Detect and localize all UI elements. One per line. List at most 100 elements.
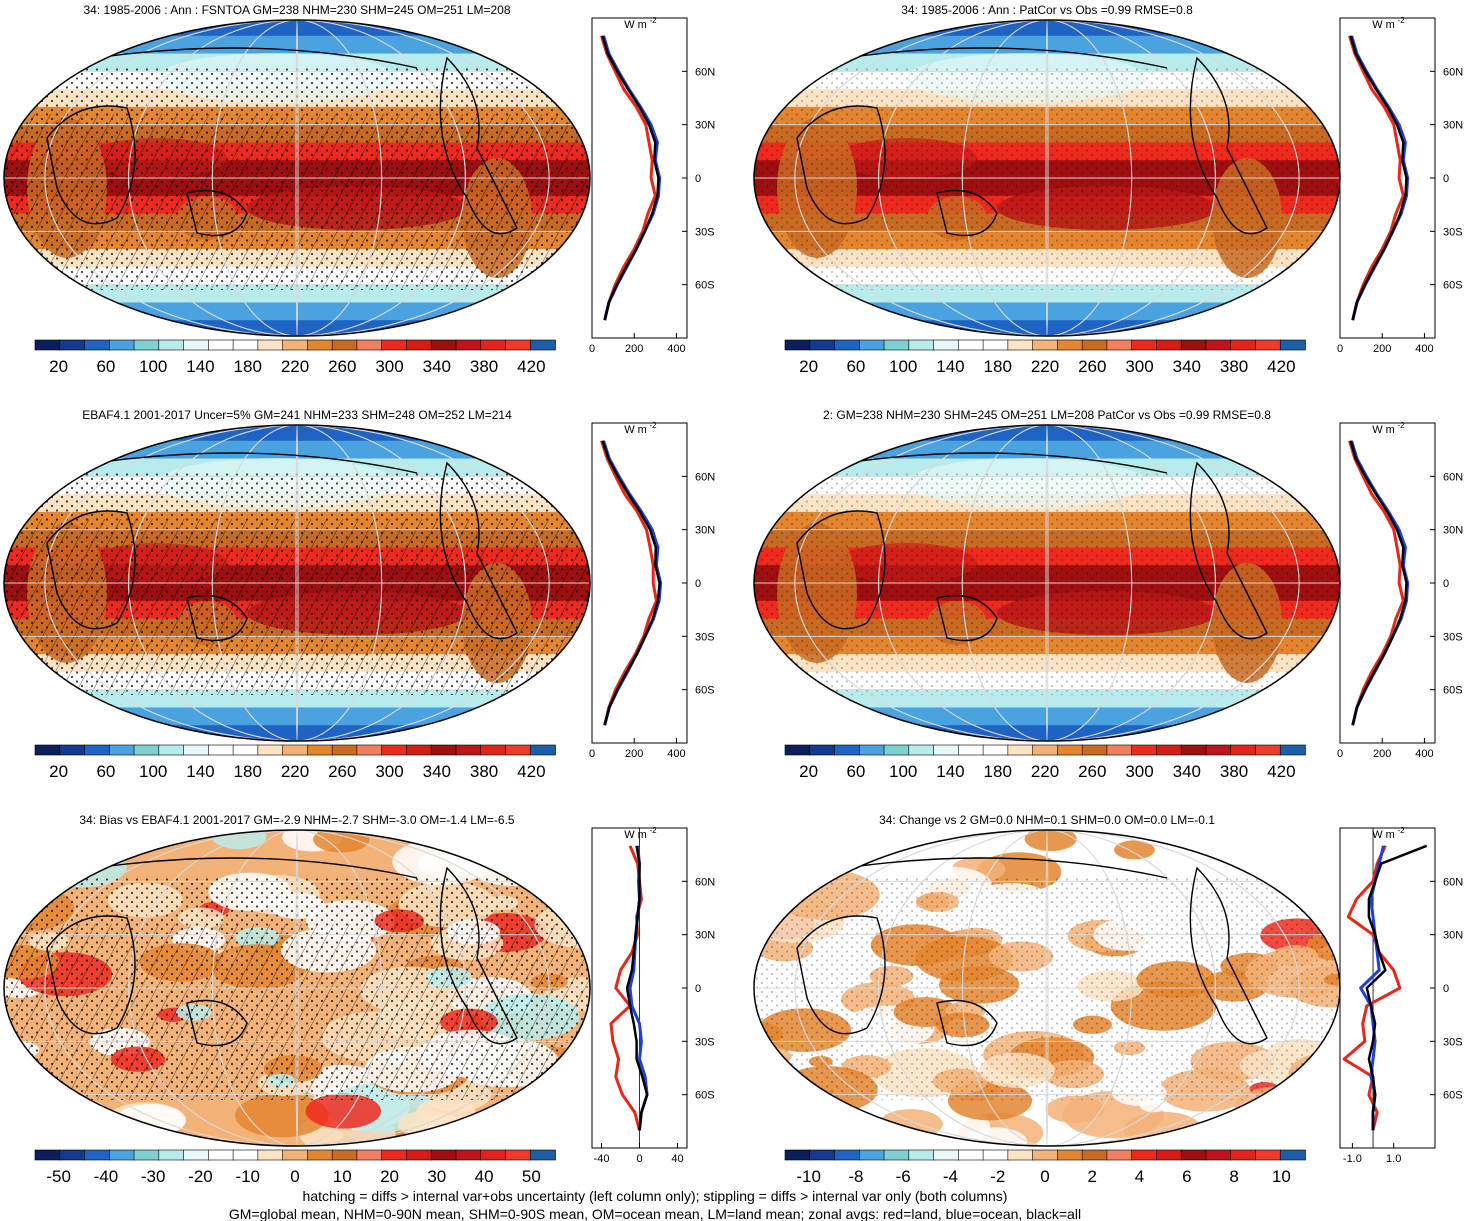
colorbar-swatch [356,744,383,756]
colorbar-tick-label: 20 [49,762,68,781]
map-feature [1228,834,1312,873]
colorbar-swatch [208,744,234,756]
colorbar-swatch [257,744,284,756]
map-field [754,20,1340,336]
colorbar-tick-label: 100 [889,357,917,376]
map-border [3,19,591,337]
map-field [4,20,590,336]
zonal-ytick-label: 30S [695,631,715,643]
colorbar-swatch [430,744,457,756]
colorbar-swatch [1131,1149,1158,1161]
colorbar-swatch [34,1149,61,1161]
colorbar-swatch [381,339,408,351]
zonal-ytick-label: 30S [695,1036,715,1048]
zonal-xtick-label: 0 [589,343,595,355]
colorbar-swatch [505,1149,532,1161]
map-band [4,707,590,718]
colorbar-swatch [1279,744,1306,756]
zonal-ytick-label: 30S [695,226,715,238]
map-band [754,35,1340,46]
colorbar-swatch [1131,339,1158,351]
colorbar-tick-label: 20 [380,1167,399,1186]
colorbar-tick-label: 220 [281,762,309,781]
panel-3: EBAF4.1 2001-2017 Uncer=5% GM=241 NHM=23… [3,408,715,781]
colorbar-swatch [59,1149,86,1161]
coastline [786,47,1268,237]
zonal-ytick-label: 60N [1443,471,1463,483]
colorbar-swatch [858,744,885,756]
colorbar-swatch [809,339,836,351]
colorbar-swatch [455,339,482,351]
colorbar-swatch [1106,339,1133,351]
colorbar-tick-label: -10 [796,1167,821,1186]
map-border [3,829,591,1147]
colorbar-tick-label: 380 [1220,357,1248,376]
colorbar-tick-label: 140 [936,357,964,376]
colorbar-tick-label: 220 [1031,357,1059,376]
map-feature [9,862,75,894]
panel-title: 2: GM=238 NHM=230 SHM=245 OM=251 LM=208 … [823,408,1271,422]
colorbar-swatch [1007,339,1034,351]
colorbar-swatch [982,339,1009,351]
zonal-xtick-label: 400 [1415,748,1433,760]
colorbar-swatch [381,1149,408,1161]
zonal-frame [591,422,688,744]
colorbar-tick-label: 420 [1267,357,1295,376]
coastline [36,857,518,1047]
map-band [4,698,590,709]
colorbar-swatch [1081,1149,1108,1161]
map-band [754,725,1340,736]
colorbar-swatch [1106,1149,1133,1161]
map-field [754,830,1340,1146]
zonal-ytick-label: 30N [1443,930,1463,942]
colorbar-swatch [34,339,61,351]
graticule-meridian [44,425,550,741]
colorbar-swatch [480,744,507,756]
colorbar-tick-label: -30 [141,1167,166,1186]
colorbar-swatch [208,339,234,351]
colorbar-swatch [183,744,210,756]
colorbar-swatch [331,744,358,756]
zonal-series-land [1348,440,1405,726]
colorbar-swatch [381,744,408,756]
coastline [36,452,518,642]
colorbar-tick-label: 260 [328,762,356,781]
colorbar-swatch [1180,339,1207,351]
map-feature [1045,1095,1105,1124]
colorbar-swatch [958,1149,984,1161]
map-band [754,716,1340,727]
map-feature [511,861,556,883]
colorbar-tick-label: 180 [234,357,262,376]
colorbar-swatch [406,1149,432,1161]
colorbar-swatch [158,339,185,351]
colorbar-swatch [958,339,984,351]
zonal-ytick-label: 30N [695,930,715,942]
colorbar-tick-label: 420 [517,762,545,781]
colorbar-swatch [455,744,482,756]
colorbar-swatch [883,744,910,756]
map-field [4,425,590,741]
colorbar-swatch [232,1149,259,1161]
colorbar-swatch [183,1149,210,1161]
zonal-xtick-label: 400 [1415,343,1433,355]
colorbar-swatch [1180,1149,1207,1161]
colorbar-swatch [505,744,532,756]
zonal-units: W m [624,424,647,436]
colorbar-swatch [108,339,135,351]
graticule-meridian [961,425,1133,741]
zonal-ytick-label: 30S [1443,1036,1463,1048]
zonal-xtick-label: 200 [1373,748,1391,760]
colorbar-tick-label: 8 [1229,1167,1238,1186]
colorbar-swatch [858,339,885,351]
colorbar-swatch [908,1149,935,1161]
panel-title: 34: Change vs 2 GM=0.0 NHM=0.1 SHM=0.0 O… [879,813,1215,827]
map-feature [768,1101,813,1122]
zonal-ytick-label: 30N [695,120,715,132]
map-feature [1235,1120,1338,1146]
map-feature [211,830,267,850]
colorbar-tick-label: 140 [186,762,214,781]
colorbar-swatch [858,1149,885,1161]
map-band [4,302,590,313]
zonal-series-land [609,845,643,1131]
